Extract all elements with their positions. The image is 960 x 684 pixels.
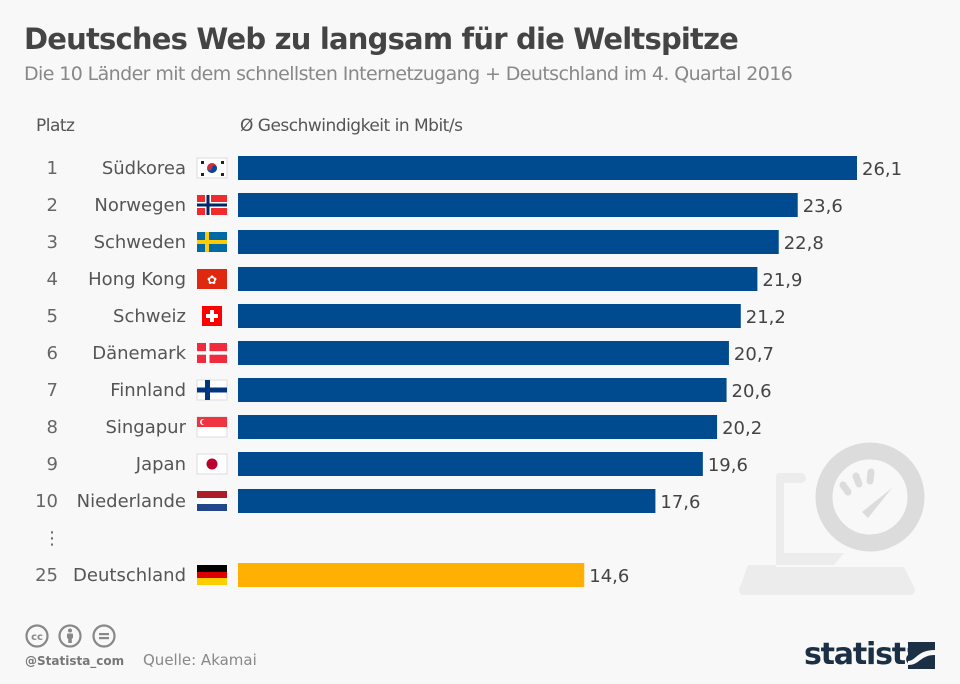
speedometer-laptop-icon <box>738 442 925 596</box>
bar <box>238 452 703 476</box>
rank-label: 8 <box>47 417 58 438</box>
rank-column-header: Platz <box>36 116 75 136</box>
source-note: Quelle: Akamai <box>143 651 257 669</box>
country-label: Japan <box>135 454 186 475</box>
value-label: 20,6 <box>732 381 772 402</box>
bar <box>238 378 727 402</box>
statista-logo-icon <box>908 642 935 669</box>
value-label: 14,6 <box>589 566 629 587</box>
flag-hk-icon: ✿ <box>197 269 227 289</box>
flag-ch-icon <box>202 306 222 326</box>
chart-row: 25 Deutschland 14,6 <box>35 563 629 587</box>
bar <box>238 341 729 365</box>
rank-label: 4 <box>47 269 58 290</box>
rank-label: 6 <box>47 343 58 364</box>
svg-text:cc: cc <box>31 632 43 643</box>
bar <box>238 156 857 180</box>
flag-sg-icon <box>196 416 228 438</box>
chart-row: 2 Norwegen 23,6 <box>47 193 843 217</box>
chart-row: 1 Südkorea 26,1 <box>47 156 902 180</box>
flag-nl-icon <box>197 491 227 511</box>
bar-highlight <box>238 563 585 587</box>
rank-label: 7 <box>47 380 58 401</box>
country-label: Singapur <box>105 417 186 438</box>
value-label: 20,7 <box>734 344 774 365</box>
value-label: 26,1 <box>862 159 902 180</box>
country-label: Finnland <box>110 380 186 401</box>
chart-row: 7 Finnland 20,6 <box>47 378 772 402</box>
flag-dk-icon <box>197 343 227 363</box>
chart-row: 5 Schweiz 21,2 <box>47 304 786 328</box>
bar <box>238 304 741 328</box>
value-label: 17,6 <box>660 492 700 513</box>
rank-label: 25 <box>35 565 58 586</box>
chart-title: Deutsches Web zu langsam für die Weltspi… <box>24 22 739 56</box>
rank-label: 5 <box>47 306 58 327</box>
rank-label: 9 <box>47 454 58 475</box>
cc-icon: cc <box>25 624 49 648</box>
country-label: Niederlande <box>77 491 186 512</box>
bar <box>238 230 779 254</box>
country-label: Dänemark <box>92 343 186 364</box>
gap-marker: ⋮ <box>43 528 61 549</box>
country-label: Deutschland <box>73 565 186 586</box>
svg-text:✿: ✿ <box>207 273 217 287</box>
chart-row: 8 Singapur 20,2 <box>47 415 762 439</box>
country-label: Südkorea <box>102 158 186 179</box>
country-label: Hong Kong <box>88 269 186 290</box>
value-label: 19,6 <box>708 455 748 476</box>
attribution-icon <box>58 624 82 648</box>
no-derivatives-icon <box>92 624 116 648</box>
bar <box>238 415 718 439</box>
bar <box>238 489 656 513</box>
chart-row: 9 Japan 19,6 <box>47 452 748 476</box>
flag-de-icon <box>197 565 227 585</box>
country-label: Schweiz <box>113 306 186 327</box>
value-label: 21,9 <box>762 270 802 291</box>
country-label: Schweden <box>94 232 186 253</box>
flag-se-icon <box>197 232 227 252</box>
rank-label: 2 <box>47 195 58 216</box>
rank-label: 3 <box>47 232 58 253</box>
flag-no-icon <box>197 195 227 215</box>
chart-row: 3 Schweden 22,8 <box>47 230 824 254</box>
statista-handle: @Statista_com <box>25 654 125 668</box>
flag-kr-icon <box>196 157 228 179</box>
chart-row: 10 Niederlande 17,6 <box>35 489 700 513</box>
chart-row: 6 Dänemark 20,7 <box>47 341 774 365</box>
value-label: 22,8 <box>784 233 824 254</box>
bar <box>238 193 798 217</box>
chart-subtitle: Die 10 Länder mit dem schnellsten Intern… <box>24 63 793 85</box>
flag-jp-icon <box>196 453 228 475</box>
value-label: 23,6 <box>803 196 843 217</box>
bar <box>238 267 758 291</box>
flag-fi-icon <box>196 379 228 401</box>
statista-logo-text: statista <box>804 637 925 672</box>
value-column-header: Ø Geschwindigkeit in Mbit/s <box>240 116 463 136</box>
value-label: 21,2 <box>746 307 786 328</box>
rank-label: 10 <box>35 491 58 512</box>
value-label: 20,2 <box>722 418 762 439</box>
country-label: Norwegen <box>94 195 186 216</box>
rank-label: 1 <box>47 158 58 179</box>
chart-row: 4 Hong Kong ✿ 21,9 <box>47 267 802 291</box>
